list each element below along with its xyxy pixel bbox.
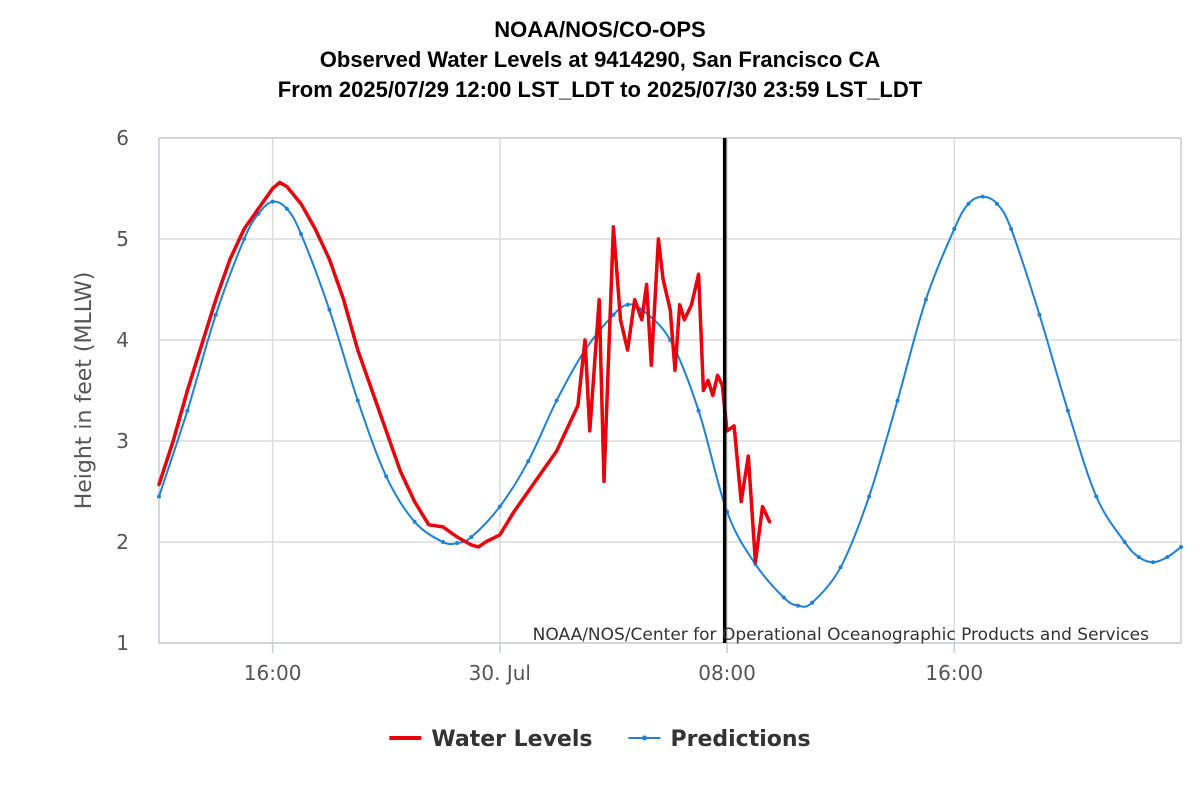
legend: Water Levels Predictions (389, 727, 811, 752)
x-axis-ticks: 16:00 30. Jul 08:00 16:00 (244, 643, 983, 685)
data-point (696, 408, 701, 413)
grid-lines (159, 137, 1181, 644)
data-point (213, 312, 218, 317)
data-point (781, 595, 786, 600)
legend-label: Water Levels (431, 727, 592, 752)
data-point (554, 398, 559, 403)
title-line-3: From 2025/07/29 12:00 LST_LDT to 2025/07… (278, 77, 923, 102)
data-point (299, 232, 303, 236)
data-point (384, 474, 389, 479)
data-point (1009, 226, 1014, 231)
chart-title: NOAA/NOS/CO-OPS Observed Water Levels at… (278, 17, 923, 102)
data-point (270, 199, 275, 204)
data-point (412, 519, 417, 524)
data-point (994, 201, 999, 206)
data-point (867, 494, 872, 499)
series-water-levels (157, 180, 772, 564)
legend-item-water-levels[interactable]: Water Levels (389, 727, 592, 752)
y-tick-label: 2 (116, 530, 129, 554)
title-line-1: NOAA/NOS/CO-OPS (494, 17, 705, 42)
data-point (810, 600, 815, 605)
data-point (469, 535, 474, 539)
plot-area (158, 137, 1182, 644)
data-point (966, 201, 971, 206)
data-point (526, 459, 531, 464)
data-point (1136, 555, 1141, 560)
data-point (923, 297, 928, 302)
series-layer (157, 180, 1183, 608)
data-point (497, 504, 502, 509)
y-tick-label: 5 (116, 227, 129, 251)
data-point (1165, 555, 1170, 560)
data-point (838, 565, 843, 570)
y-tick-label: 4 (116, 328, 129, 352)
data-point (1037, 312, 1042, 317)
legend-item-predictions[interactable]: Predictions (628, 727, 811, 752)
series-line (157, 180, 772, 564)
data-point (355, 398, 360, 403)
data-point (952, 226, 957, 231)
data-point (157, 494, 161, 499)
data-point (1179, 545, 1183, 549)
data-point (284, 206, 289, 211)
y-tick-label: 1 (116, 631, 129, 655)
y-axis-ticks: 1 2 3 4 5 6 (116, 126, 129, 655)
legend-marker (641, 735, 647, 741)
data-point (1151, 560, 1156, 565)
data-point (242, 237, 247, 241)
data-point (455, 541, 460, 545)
data-point (1065, 408, 1070, 413)
x-tick-label: 30. Jul (469, 661, 531, 685)
x-tick-label: 08:00 (698, 661, 756, 685)
series-line (158, 195, 1182, 608)
title-line-2: Observed Water Levels at 9414290, San Fr… (320, 47, 881, 72)
credit-text: NOAA/NOS/Center for Operational Oceanogr… (533, 625, 1149, 645)
data-point (895, 398, 900, 403)
data-point (625, 302, 630, 307)
x-tick-label: 16:00 (925, 661, 983, 685)
y-tick-label: 6 (116, 126, 129, 150)
data-point (1122, 540, 1127, 544)
data-point (611, 312, 616, 317)
legend-label: Predictions (670, 727, 810, 752)
x-tick-label: 16:00 (244, 661, 302, 685)
data-point (327, 307, 332, 312)
y-tick-label: 3 (116, 429, 129, 453)
data-point (1094, 494, 1099, 499)
y-axis-title: Height in feet (MLLW) (72, 272, 97, 510)
data-point (796, 603, 800, 608)
data-point (185, 408, 190, 413)
data-point (980, 194, 985, 199)
data-point (441, 540, 445, 544)
series-predictions (157, 194, 1183, 608)
